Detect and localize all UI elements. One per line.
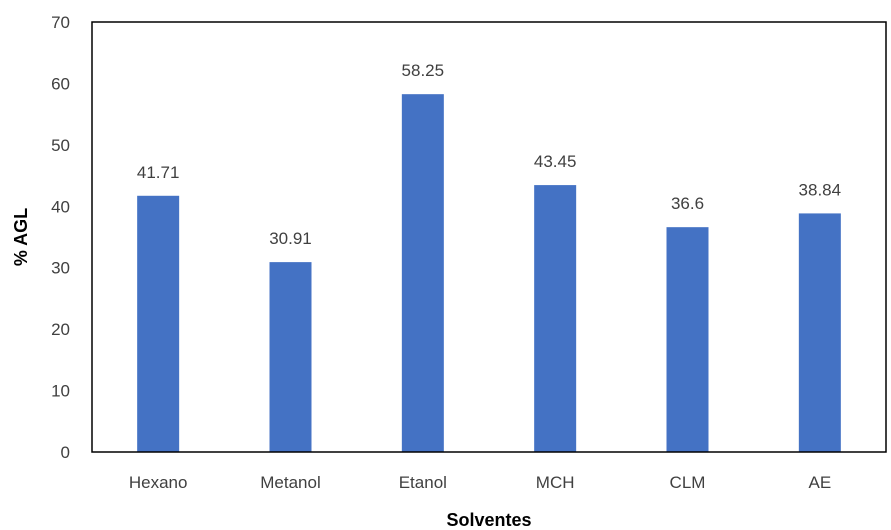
x-tick-label: Metanol xyxy=(260,473,320,492)
y-tick-label: 40 xyxy=(51,197,70,216)
bar xyxy=(269,262,312,452)
bar xyxy=(798,213,841,452)
bars-group xyxy=(137,94,841,453)
y-tick-label: 60 xyxy=(51,74,70,93)
bar-value-label: 43.45 xyxy=(534,152,577,171)
y-tick-label: 70 xyxy=(51,13,70,32)
y-tick-label: 10 xyxy=(51,382,70,401)
bar-value-label: 58.25 xyxy=(402,61,445,80)
bar-value-label: 36.6 xyxy=(671,194,704,213)
x-tick-label: Hexano xyxy=(129,473,188,492)
x-axis-title: Solventes xyxy=(446,510,531,530)
data-labels-group: 41.71 30.91 58.25 43.45 36.6 38.84 xyxy=(137,61,841,248)
bar-value-label: 30.91 xyxy=(269,229,312,248)
bar xyxy=(534,185,577,453)
y-tick-label: 30 xyxy=(51,259,70,278)
x-tick-label: CLM xyxy=(670,473,706,492)
bar-value-label: 41.71 xyxy=(137,163,180,182)
x-tick-label: MCH xyxy=(536,473,575,492)
y-axis-title: % AGL xyxy=(11,208,31,266)
bar xyxy=(401,94,444,452)
bar xyxy=(137,195,180,452)
x-tick-label: AE xyxy=(808,473,831,492)
x-tick-label: Etanol xyxy=(399,473,447,492)
y-tick-label: 50 xyxy=(51,136,70,155)
plot-frame xyxy=(91,21,887,453)
y-tick-label: 20 xyxy=(51,320,70,339)
bar xyxy=(666,227,709,452)
x-axis-ticks: Hexano Metanol Etanol MCH CLM AE xyxy=(129,473,831,492)
bar-value-label: 38.84 xyxy=(799,180,842,199)
y-tick-label: 0 xyxy=(61,443,70,462)
y-axis-ticks: 0 10 20 30 40 50 60 70 xyxy=(51,13,70,462)
